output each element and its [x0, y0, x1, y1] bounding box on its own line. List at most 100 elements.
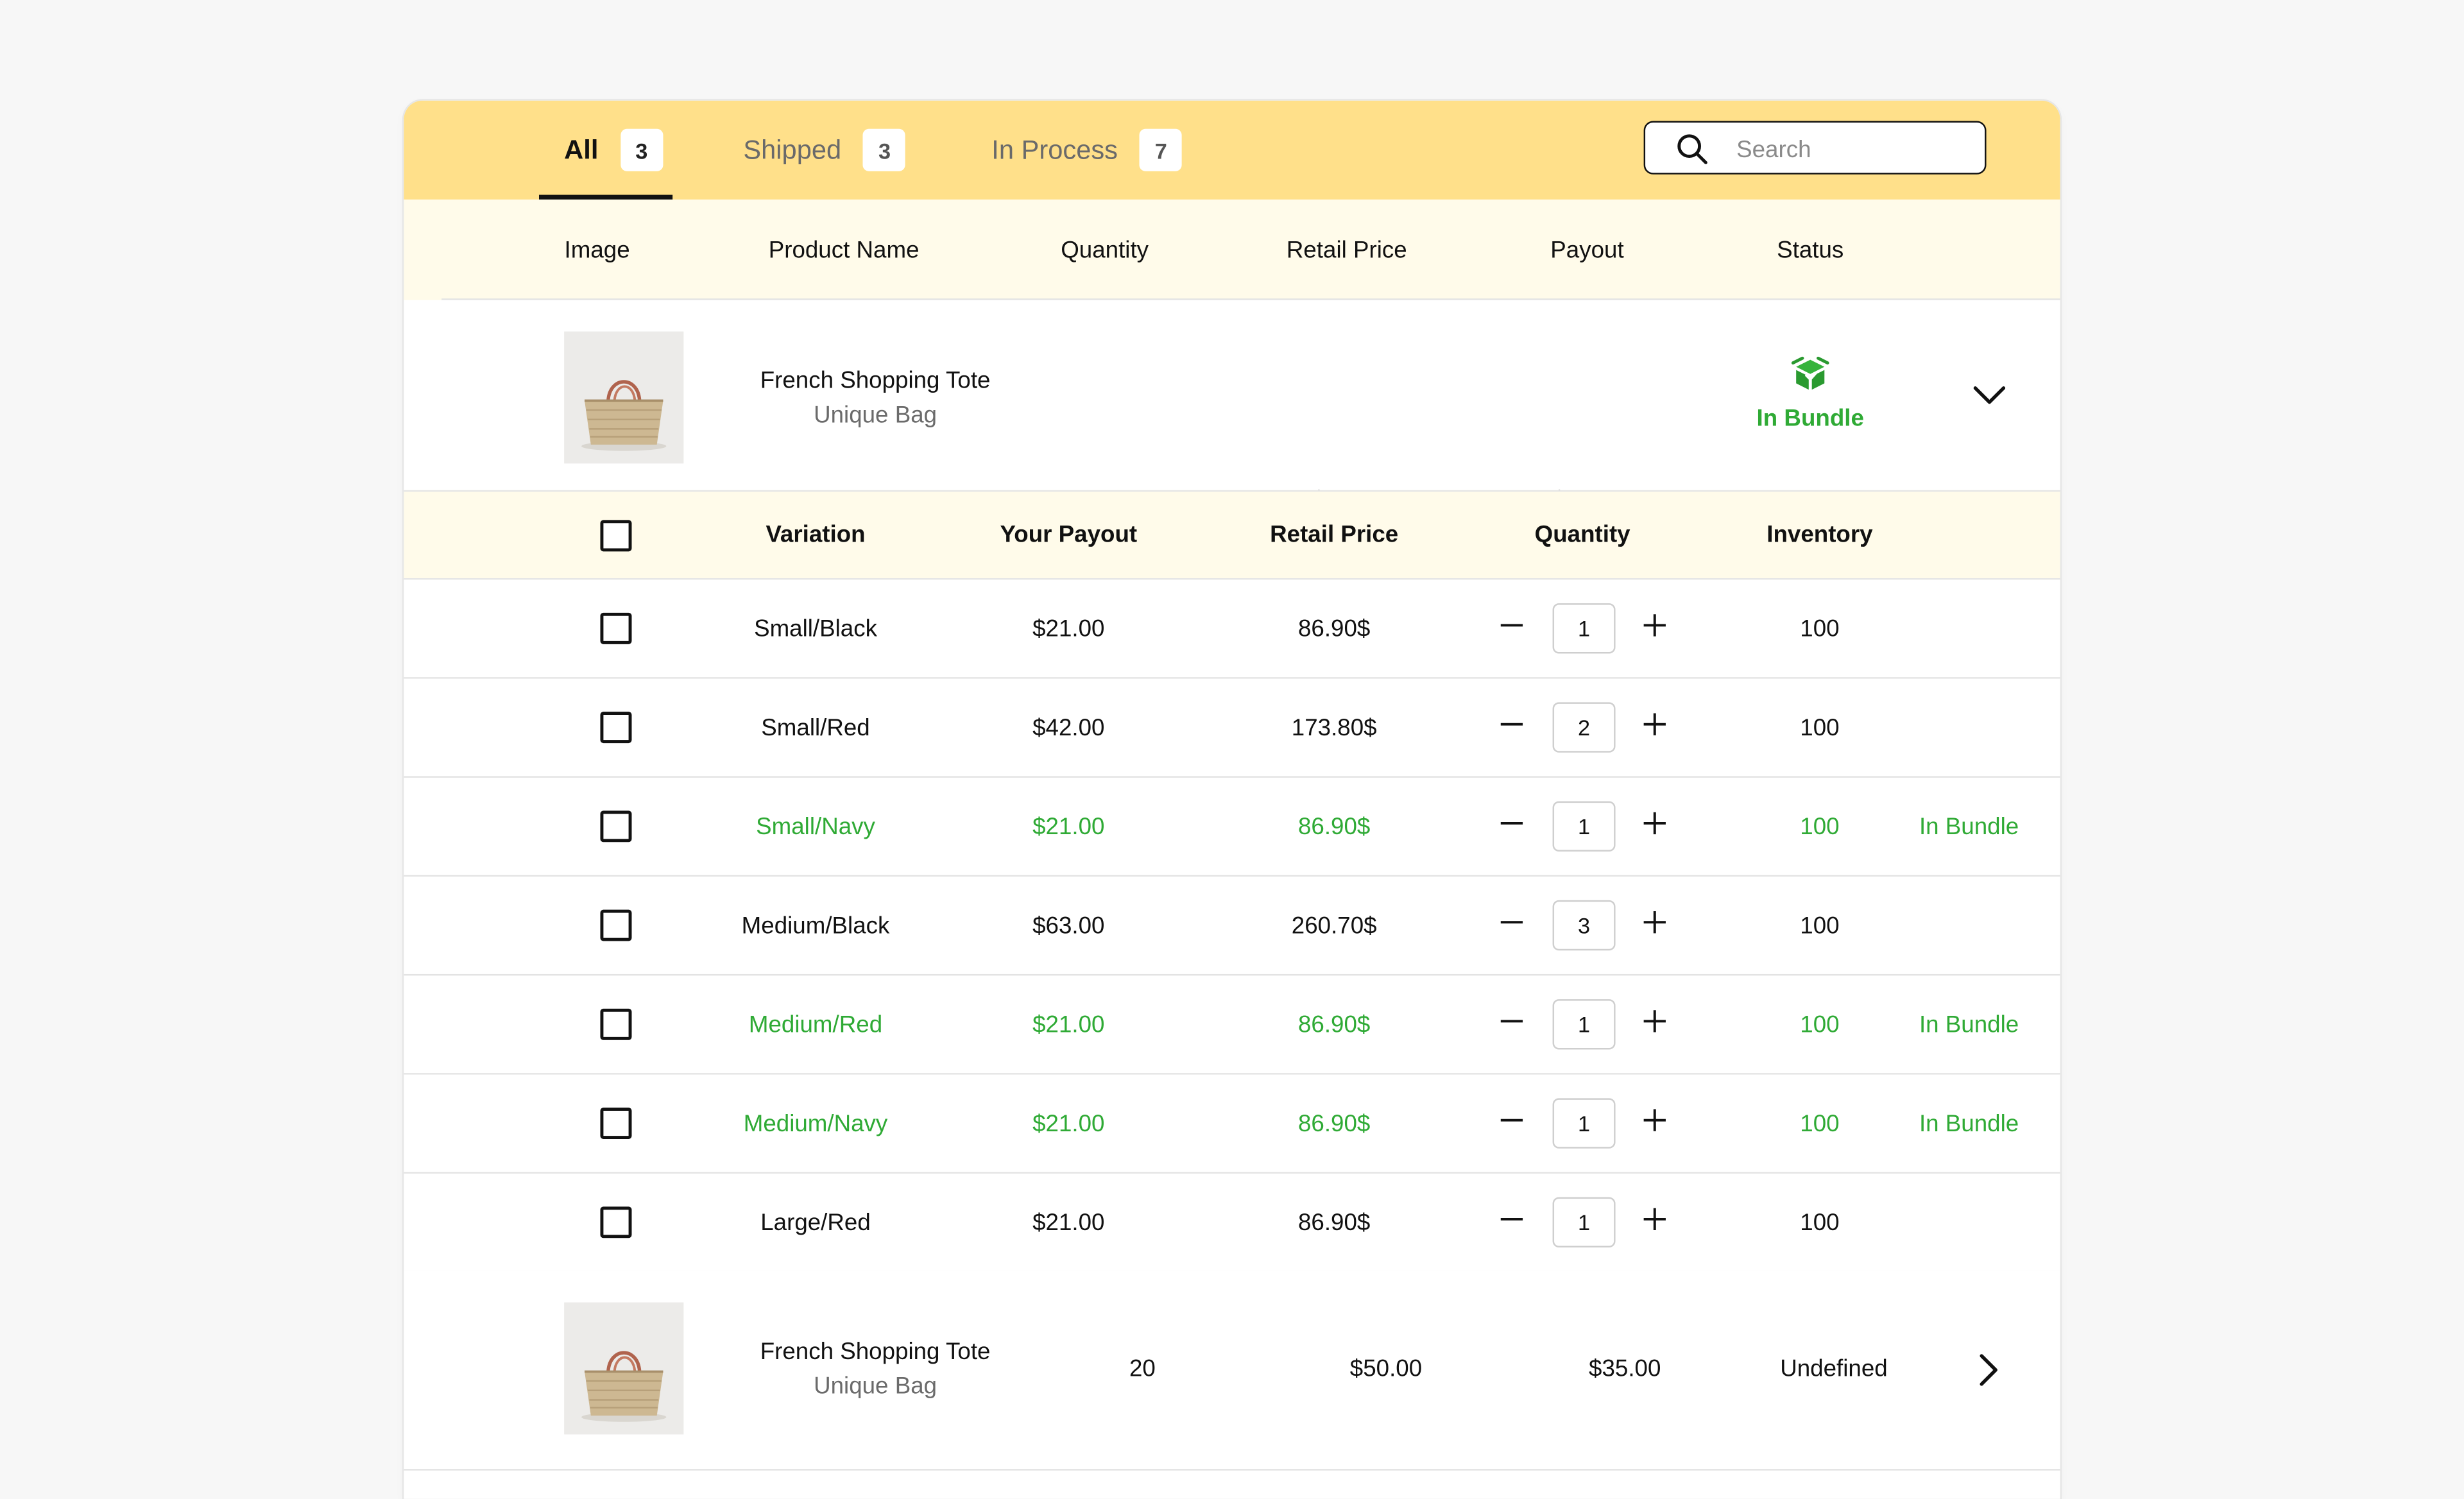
quantity-input[interactable]: 1 [1552, 999, 1616, 1050]
column-header-inventory: Inventory [1767, 521, 1873, 549]
quantity-increment-button[interactable] [1639, 1104, 1670, 1136]
tab-count-badge: 3 [863, 128, 906, 171]
column-header-status: Status [1777, 236, 1844, 264]
variation-inventory: 100 [1800, 1208, 1840, 1236]
column-header-your-payout: Your Payout [1000, 521, 1138, 549]
quantity-increment-button[interactable] [1639, 610, 1670, 641]
tab-bar: All 3 Shipped 3 In Process 7 [404, 100, 2060, 200]
column-header-retail-price: Retail Price [1286, 236, 1407, 264]
quantity-input[interactable]: 3 [1552, 900, 1616, 951]
column-header-quantity: Quantity [1061, 236, 1149, 264]
variation-status: In Bundle [1919, 1109, 2019, 1137]
variation-name: Medium/Navy [743, 1109, 888, 1137]
minus-icon [1500, 1217, 1523, 1221]
quantity-decrement-button[interactable] [1496, 1006, 1527, 1037]
row-checkbox[interactable] [600, 810, 632, 843]
variation-row[interactable]: Medium/Navy $21.00 86.90$ 1 100 In Bundle [404, 1074, 2060, 1174]
variation-payout: $63.00 [1032, 912, 1105, 939]
search-icon[interactable] [1677, 133, 1708, 165]
quantity-input[interactable]: 1 [1552, 801, 1616, 852]
search-input[interactable] [1733, 128, 1976, 170]
tab-shipped[interactable]: Shipped 3 [743, 101, 906, 200]
quantity-decrement-button[interactable] [1496, 907, 1527, 938]
product-name: French Shopping Tote [760, 1337, 991, 1365]
product-image [564, 1302, 684, 1435]
quantity-increment-button[interactable] [1639, 907, 1670, 938]
variation-row[interactable]: Small/Black $21.00 86.90$ 1 100 [404, 579, 2060, 679]
variation-retail-price: 173.80$ [1291, 714, 1377, 741]
quantity-decrement-button[interactable] [1496, 708, 1527, 740]
row-checkbox[interactable] [600, 712, 632, 744]
variation-name: Medium/Black [741, 912, 890, 939]
plus-icon [1643, 1010, 1666, 1032]
variation-retail-price: 86.90$ [1297, 1011, 1371, 1038]
select-all-checkbox[interactable] [600, 520, 632, 552]
tab-label: In Process [991, 134, 1118, 164]
variation-retail-price: 86.90$ [1297, 615, 1371, 642]
tab-count-badge: 3 [620, 128, 663, 171]
tab-count-badge: 7 [1140, 128, 1183, 171]
product-quantity: 20 [1129, 1355, 1156, 1382]
variation-name: Small/Navy [756, 813, 875, 840]
variation-retail-price: 86.90$ [1297, 1109, 1371, 1137]
row-checkbox[interactable] [600, 1206, 632, 1238]
variation-row[interactable]: Large/Red $21.00 86.90$ 1 100 [404, 1173, 2060, 1273]
variation-row[interactable]: Medium/Black $63.00 260.70$ 3 100 [404, 877, 2060, 976]
row-checkbox[interactable] [600, 1108, 632, 1140]
variation-retail-price: 86.90$ [1297, 813, 1371, 840]
quantity-increment-button[interactable] [1639, 807, 1670, 839]
search-box [1643, 121, 1987, 175]
bundle-box-icon [1791, 356, 1829, 399]
table-header: Image Product Name Quantity Retail Price… [404, 199, 2060, 300]
chevron-right-icon[interactable] [1978, 1353, 2000, 1395]
minus-icon [1500, 1118, 1523, 1122]
column-header-payout: Payout [1550, 236, 1624, 264]
quantity-increment-button[interactable] [1639, 1203, 1670, 1235]
row-checkbox[interactable] [600, 1008, 632, 1040]
minus-icon [1500, 723, 1523, 726]
variation-inventory: 100 [1800, 1109, 1840, 1137]
variation-inventory: 100 [1800, 912, 1840, 939]
orders-card: All 3 Shipped 3 In Process 7 I [404, 100, 2060, 1499]
quantity-increment-button[interactable] [1639, 708, 1670, 740]
quantity-input[interactable]: 2 [1552, 702, 1616, 753]
row-checkbox[interactable] [600, 909, 632, 941]
tab-in-process[interactable]: In Process 7 [991, 101, 1183, 200]
variation-payout: $21.00 [1032, 1208, 1105, 1236]
quantity-decrement-button[interactable] [1496, 807, 1527, 839]
tab-all[interactable]: All 3 [564, 101, 663, 200]
variation-retail-price: 86.90$ [1297, 1208, 1371, 1236]
product-subtitle: Unique Bag [814, 401, 937, 429]
minus-icon [1500, 1020, 1523, 1023]
chevron-down-icon[interactable] [1972, 385, 2006, 415]
variation-row[interactable]: Small/Red $42.00 173.80$ 2 100 [404, 678, 2060, 778]
row-checkbox[interactable] [600, 612, 632, 644]
product-row[interactable]: French Shopping Tote Unique Bag 20 $50.0… [404, 300, 2060, 513]
column-header-quantity: Quantity [1534, 521, 1630, 549]
quantity-input[interactable]: 1 [1552, 1197, 1616, 1247]
variation-payout: $21.00 [1032, 813, 1105, 840]
product-status: Undefined [1780, 1355, 1888, 1382]
minus-icon [1500, 921, 1523, 924]
tote-bag-image [564, 1302, 684, 1435]
variation-inventory: 100 [1800, 813, 1840, 840]
product-name: French Shopping Tote [760, 366, 991, 394]
variation-row[interactable]: Medium/Red $21.00 86.90$ 1 100 In Bundle [404, 975, 2060, 1075]
quantity-decrement-button[interactable] [1496, 1104, 1527, 1136]
tab-label: Shipped [743, 134, 842, 164]
variation-row[interactable]: Small/Navy $21.00 86.90$ 1 100 In Bundle [404, 777, 2060, 877]
quantity-decrement-button[interactable] [1496, 610, 1527, 641]
column-header-product-name: Product Name [768, 236, 920, 264]
variation-status: In Bundle [1919, 813, 2019, 840]
quantity-input[interactable]: 1 [1552, 603, 1616, 654]
quantity-increment-button[interactable] [1639, 1006, 1670, 1037]
plus-icon [1643, 1109, 1666, 1131]
variation-payout: $21.00 [1032, 615, 1105, 642]
product-subtitle: Unique Bag [814, 1372, 937, 1400]
product-row[interactable]: French Shopping Tote Unique Bag 20 $50.0… [404, 1271, 2060, 1471]
quantity-input[interactable]: 1 [1552, 1098, 1616, 1149]
column-header-variation: Variation [766, 521, 866, 549]
variation-name: Small/Black [754, 615, 877, 642]
quantity-decrement-button[interactable] [1496, 1203, 1527, 1235]
variation-status: In Bundle [1919, 1011, 2019, 1038]
